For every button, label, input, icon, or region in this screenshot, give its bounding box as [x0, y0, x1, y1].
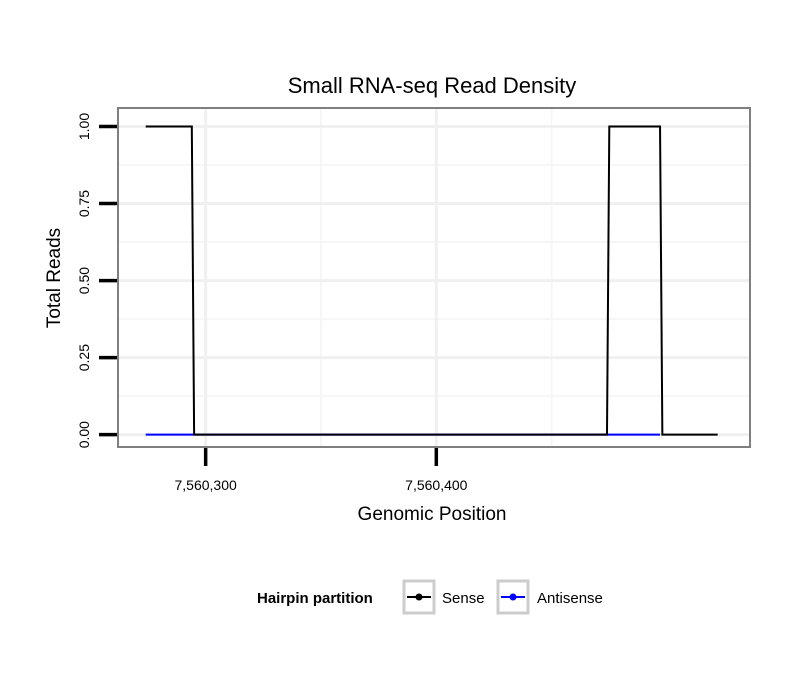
- chart-title: Small RNA-seq Read Density: [288, 73, 577, 98]
- legend-point-sense: [415, 593, 423, 601]
- plot-panel-border: [117, 107, 751, 448]
- grid: [118, 108, 750, 447]
- legend-title: Hairpin partition: [257, 590, 373, 607]
- y-tick-label: 0.75: [76, 190, 92, 217]
- y-tick-label: 1.00: [76, 113, 92, 140]
- y-tick-label: 0.50: [76, 267, 92, 294]
- axes: 0.00 0.25 0.50 0.75 1.00 7,560,300 7,560,400: [76, 113, 468, 493]
- legend: Hairpin partition Sense Antisense: [257, 579, 603, 615]
- legend-item-antisense: Antisense: [496, 579, 603, 615]
- x-axis-title: Genomic Position: [358, 504, 507, 525]
- legend-point-antisense: [509, 593, 517, 601]
- series-layer: [145, 125, 718, 436]
- x-tick-label: 7,560,300: [175, 477, 237, 493]
- y-tick-label: 0.00: [76, 421, 92, 448]
- legend-label-sense: Sense: [442, 590, 485, 607]
- y-axis-title: Total Reads: [44, 228, 65, 328]
- legend-item-sense: Sense: [402, 579, 485, 615]
- x-tick-label: 7,560,400: [405, 477, 467, 493]
- series-line-sense: [145, 125, 718, 436]
- y-tick-label: 0.25: [76, 344, 92, 371]
- legend-label-antisense: Antisense: [537, 590, 603, 607]
